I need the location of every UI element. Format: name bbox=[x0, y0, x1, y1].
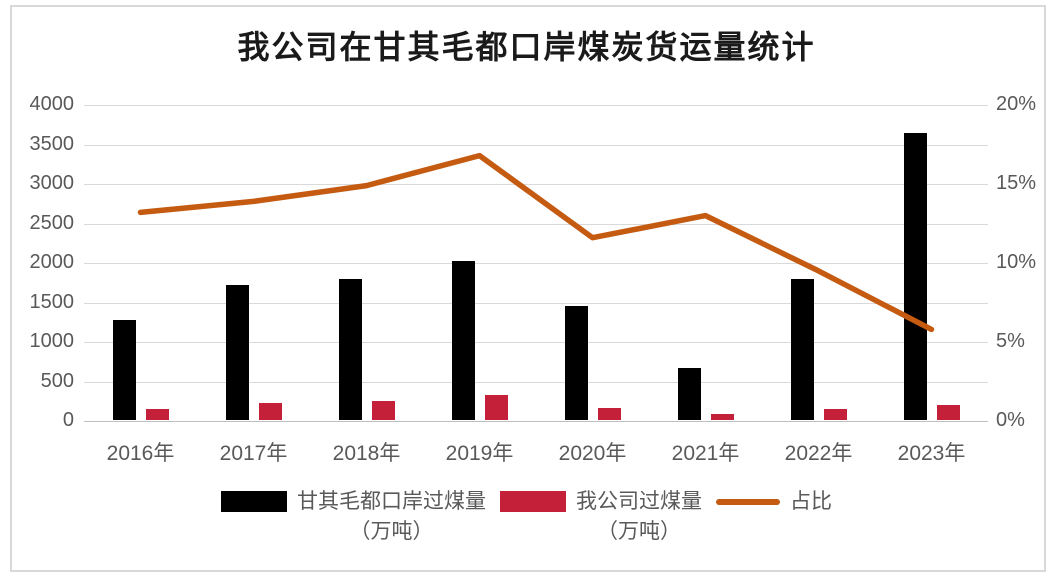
company-volume-bar-2020年 bbox=[597, 407, 621, 420]
port-volume-bar-2021年 bbox=[677, 367, 701, 420]
y-axis-right-tick: 5% bbox=[996, 330, 1025, 352]
y-axis-left-tick: 4000 bbox=[29, 93, 75, 115]
y-axis-left-tick: 1000 bbox=[29, 330, 75, 352]
x-axis-tick-2019年: 2019年 bbox=[445, 442, 514, 465]
gridline bbox=[84, 105, 988, 106]
y-axis-right-tick: 10% bbox=[996, 251, 1037, 273]
legend-item-ratio: 占比 bbox=[716, 487, 832, 517]
company-bar-swatch-icon bbox=[500, 491, 566, 512]
y-axis-left-tick: 3000 bbox=[29, 172, 75, 194]
company-volume-bar-2019年 bbox=[484, 394, 508, 420]
company-volume-bar-2022年 bbox=[823, 408, 847, 420]
chart-title: 我公司在甘其毛都口岸煤炭货运量统计 bbox=[237, 29, 816, 65]
port-volume-bar-2019年 bbox=[451, 260, 475, 420]
gridline bbox=[84, 381, 988, 383]
port-volume-bar-2023年 bbox=[903, 133, 927, 420]
x-axis-tick-2017年: 2017年 bbox=[219, 442, 288, 465]
port-volume-bar-2018年 bbox=[338, 278, 362, 420]
ratio-line bbox=[137, 152, 935, 333]
y-axis-left-tick: 3500 bbox=[29, 132, 75, 155]
port-volume-bar-2020年 bbox=[564, 305, 588, 420]
y-axis-left-tick: 500 bbox=[40, 369, 74, 392]
ratio-line-swatch-icon bbox=[716, 499, 780, 505]
y-axis-right-tick: 20% bbox=[996, 93, 1037, 115]
gridline bbox=[84, 223, 988, 225]
legend-label-company: 我公司过煤量 （万吨） bbox=[576, 490, 702, 544]
plot-area bbox=[84, 105, 988, 422]
gridline bbox=[84, 342, 988, 343]
x-axis-tick-2020年: 2020年 bbox=[558, 442, 627, 465]
gridline bbox=[84, 263, 988, 264]
legend-label-ratio: 占比 bbox=[790, 490, 832, 513]
chart-legend: 甘其毛都口岸过煤量 （万吨） 我公司过煤量 （万吨） 占比 bbox=[0, 487, 1053, 548]
x-axis-tick-2023年: 2023年 bbox=[897, 442, 966, 465]
port-bar-swatch-icon bbox=[221, 491, 287, 512]
port-volume-bar-2022年 bbox=[790, 279, 814, 420]
x-axis-tick-2016年: 2016年 bbox=[106, 442, 175, 465]
port-volume-bar-2016年 bbox=[112, 319, 136, 420]
legend-label-port: 甘其毛都口岸过煤量 （万吨） bbox=[297, 490, 486, 544]
port-volume-bar-2017年 bbox=[225, 285, 249, 420]
y-axis-left-tick: 0 bbox=[62, 409, 74, 431]
y-axis-right-tick: 15% bbox=[996, 172, 1037, 194]
y-axis-right-tick: 0% bbox=[996, 409, 1025, 431]
legend-item-company: 我公司过煤量 （万吨） bbox=[500, 487, 702, 548]
x-axis-tick-2018年: 2018年 bbox=[332, 442, 401, 465]
gridline bbox=[84, 144, 988, 146]
company-volume-bar-2023年 bbox=[936, 404, 960, 420]
chart-frame bbox=[10, 5, 1046, 572]
x-axis-tick-2022年: 2022年 bbox=[784, 442, 853, 465]
gridline bbox=[84, 302, 988, 304]
y-axis-left-tick: 2000 bbox=[29, 251, 75, 273]
legend-item-port: 甘其毛都口岸过煤量 （万吨） bbox=[221, 487, 486, 548]
gridline bbox=[84, 184, 988, 185]
x-axis-tick-2021年: 2021年 bbox=[671, 442, 740, 465]
gridline bbox=[84, 421, 988, 422]
company-volume-bar-2016年 bbox=[145, 408, 169, 420]
y-axis-left-tick: 2500 bbox=[29, 211, 75, 234]
company-volume-bar-2018年 bbox=[371, 401, 395, 420]
company-volume-bar-2021年 bbox=[710, 414, 734, 420]
y-axis-left-tick: 1500 bbox=[29, 290, 75, 313]
company-volume-bar-2017年 bbox=[258, 402, 282, 420]
